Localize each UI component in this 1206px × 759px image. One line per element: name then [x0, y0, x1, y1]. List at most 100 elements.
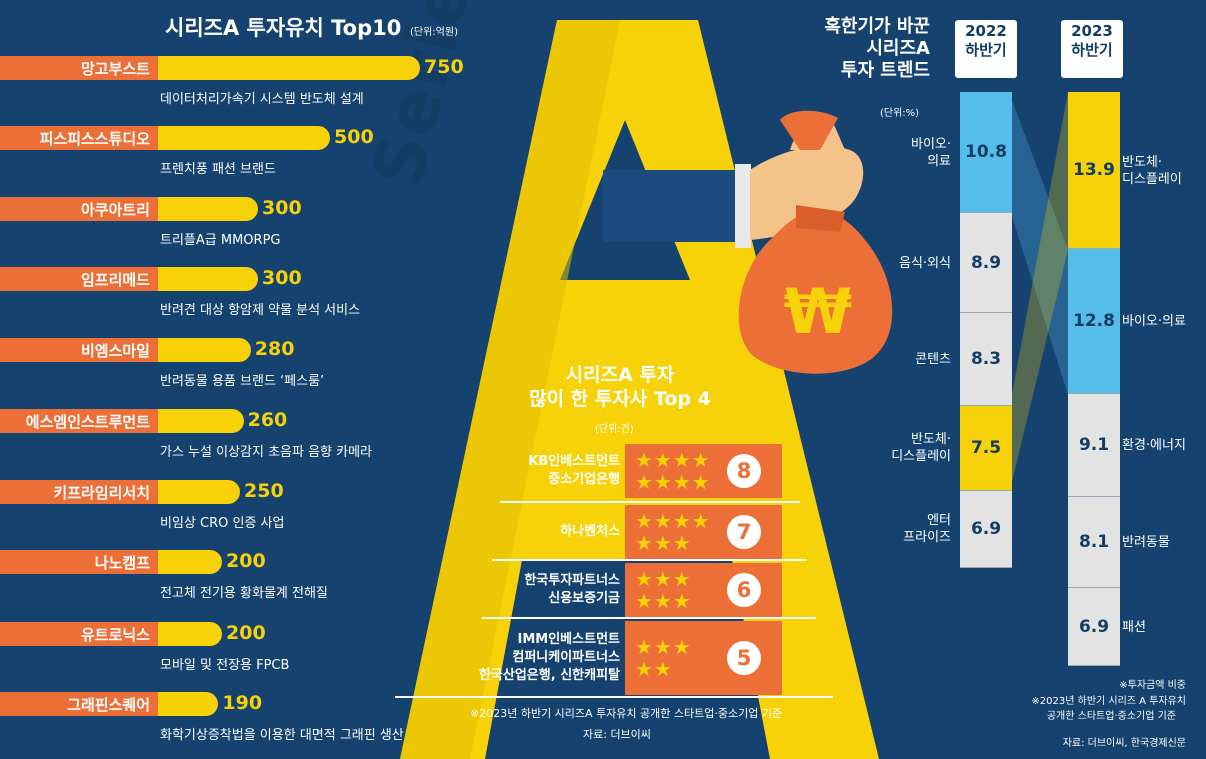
trend-label-line: 음식·외식: [899, 255, 951, 271]
trend-note2: ※2023년 하반기 시리즈 A 투자유치: [1031, 696, 1186, 707]
top10-bar: [150, 338, 251, 362]
company-description: 모바일 및 전장용 FPCB: [160, 658, 290, 673]
trend-label-line: 콘텐츠: [915, 352, 951, 368]
trend-value: 10.8: [965, 142, 1007, 163]
company-tab: 키프라임리서치: [0, 480, 158, 504]
company-tab: 임프리메드: [0, 267, 158, 291]
trend-title-line2: 시리즈A: [866, 38, 930, 59]
money-bag-icon: [738, 110, 893, 374]
trend-segment: 13.9: [1068, 92, 1120, 250]
trend-label-line: 의료: [927, 153, 951, 169]
investor-stars-box: ★★★★ ★★★★ 8: [625, 444, 782, 498]
company-description: 트리플A급 MMORPG: [160, 233, 281, 248]
trend-segment: 6.9: [1068, 588, 1120, 666]
investor-note: ※2023년 하반기 시리즈A 투자유치 공개한 스타트업·중소기업 기준: [470, 707, 783, 720]
star-icon: ★★★★ ★★★: [635, 510, 711, 554]
company-name: 그래핀스퀘어: [67, 696, 150, 714]
top10-row: 임프리메드 300 반려견 대상 항암제 약물 분석 서비스: [0, 267, 560, 327]
year-2023-line2: 하반기: [1071, 41, 1113, 59]
top10-row: 유트로닉스 200 모바일 및 전장용 FPCB: [0, 622, 560, 682]
company-name: 피스피스스튜디오: [39, 130, 150, 148]
investor-name-line: KB인베스트먼트: [528, 454, 620, 469]
investor-name: IMM인베스트먼트 컴퍼니케이파트너스 한국산업은행, 신한캐피탈: [479, 631, 620, 685]
company-tab: 망고부스트: [0, 56, 158, 80]
star-row: ★★★★: [635, 448, 711, 472]
company-tab: 에스엠인스트루먼트: [0, 409, 158, 433]
star-row: ★★★: [635, 531, 692, 555]
trend-segment: 10.8: [960, 92, 1012, 214]
trend-source: 자료: 더브이씨, 한국경제신문: [1062, 738, 1186, 749]
company-name: 임프리메드: [80, 271, 150, 289]
trend-connector-semi: [1010, 92, 1068, 490]
trend-value: 6.9: [970, 518, 1002, 539]
company-tab: 아쿠아트리: [0, 197, 158, 221]
trend-label-line: 반려동물: [1122, 534, 1170, 550]
investment-value: 250: [244, 480, 284, 502]
company-name: 에스엠인스트루먼트: [25, 413, 150, 431]
star-row: ★★★: [635, 589, 692, 613]
won-sign-icon: ₩: [784, 275, 852, 348]
investor-title-line1: 시리즈A 투자: [565, 364, 675, 386]
year-2023-header: 2023 하반기: [1061, 20, 1123, 78]
company-description: 데이터처리가속기 시스템 반도체 설계: [160, 92, 364, 107]
star-icon: ★★★ ★★: [635, 636, 692, 680]
star-row: ★★: [635, 657, 673, 681]
trend-title-line3: 투자 트렌드: [840, 60, 930, 81]
top10-row: 비엠스마일 280 반려동물 용품 브랜드 ‘페스룸’: [0, 338, 560, 398]
investor-name-line: 신용보증기금: [548, 591, 620, 606]
investor-row: IMM인베스트먼트 컴퍼니케이파트너스 한국산업은행, 신한캐피탈 ★★★ ★★ 5: [0, 621, 790, 695]
trend-label-line: 패션: [1122, 619, 1146, 635]
trend-label-line: 환경·에너지: [1122, 437, 1186, 453]
investor-row: 하나벤처스 ★★★★ ★★★ 7: [0, 505, 790, 559]
top10-row: 피스피스스튜디오 500 프렌치풍 패션 브랜드: [0, 126, 560, 186]
trend-title: 혹한기가 바꾼 시리즈A 투자 트렌드: [760, 16, 930, 82]
company-description: 비임상 CRO 인증 사업: [160, 516, 285, 531]
investor-name-line: 하나벤처스: [560, 524, 620, 539]
trend-label: 패션: [1122, 619, 1146, 636]
top10-row: 아쿠아트리 300 트리플A급 MMORPG: [0, 197, 560, 257]
company-description: 반려동물 용품 브랜드 ‘페스룸’: [160, 374, 325, 389]
trend-label-line: 바이오·: [910, 136, 951, 152]
investment-value: 500: [334, 126, 374, 148]
investment-value: 300: [262, 267, 302, 289]
hand-icon: [750, 146, 864, 240]
top10-unit: (단위:억원): [410, 27, 458, 38]
investment-value: 280: [254, 338, 295, 360]
star-icon: ★★★★ ★★★★: [635, 449, 711, 493]
top10-bar: [150, 267, 258, 291]
company-description: 전고체 전기용 황화물계 전해질: [160, 586, 328, 601]
star-row: ★★★★: [635, 509, 711, 533]
company-name: 비엠스마일: [80, 342, 150, 360]
trend-note1: ※투자금액 비중: [1119, 680, 1186, 691]
company-tab: 비엠스마일: [0, 338, 158, 362]
top10-bar: [150, 480, 240, 504]
trend-label-line: 반도체·: [910, 432, 951, 448]
investor-stars-box: ★★★★ ★★★ 7: [625, 505, 782, 559]
trend-unit: (단위:%): [880, 108, 920, 119]
company-name: 유트로닉스: [80, 626, 150, 644]
investor-name: KB인베스트먼트 중소기업은행: [528, 453, 620, 489]
trend-value: 8.1: [1078, 531, 1110, 552]
investment-value: 300: [262, 197, 302, 219]
investor-stars-box: ★★★ ★★ 5: [625, 621, 782, 695]
top10-bar: [150, 622, 222, 646]
year-2022-line1: 2022: [965, 22, 1007, 40]
trend-label-line: 디스플레이: [891, 449, 951, 465]
company-description: 가스 누설 이상감지 초음파 음향 카메라: [160, 445, 373, 460]
trend-value: 8.3: [970, 349, 1002, 370]
trend-segment: 6.9: [960, 490, 1012, 568]
top10-bar: [150, 197, 258, 221]
top10-row: 키프라임리서치 250 비임상 CRO 인증 사업: [0, 480, 560, 540]
investment-count: 6: [727, 573, 761, 607]
top10-bar: [150, 56, 420, 80]
star-row: ★★★★: [635, 470, 711, 494]
trend-connector-bio: [1010, 95, 1068, 395]
investor-stars-box: ★★★ ★★★ 6: [625, 563, 782, 617]
bag-neck: [796, 205, 845, 232]
company-name: 망고부스트: [80, 60, 150, 78]
investment-value: 750: [424, 56, 464, 78]
top10-bar: [150, 550, 222, 574]
investor-name-line: IMM인베스트먼트: [517, 632, 620, 647]
trend-segment: 7.5: [960, 406, 1012, 491]
